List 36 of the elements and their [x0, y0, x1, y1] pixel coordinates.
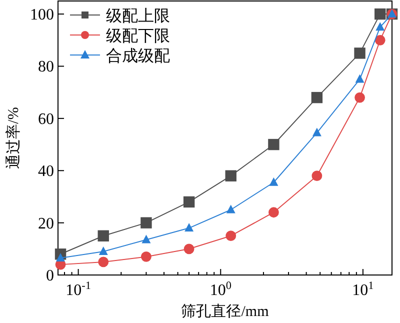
- legend-label: 级配上限: [106, 7, 170, 25]
- point: [142, 234, 151, 244]
- point: [183, 196, 195, 208]
- point: [140, 217, 152, 228]
- point: [354, 92, 365, 103]
- point: [225, 170, 236, 182]
- legend-label: 合成级配: [106, 47, 170, 65]
- point: [98, 256, 109, 268]
- x-axis-title: 筛孔直径/mm: [181, 303, 270, 320]
- x-tick-label: 10$^{-1}$: [66, 280, 91, 299]
- point: [184, 223, 194, 232]
- y-axis-title: 通过率/%: [5, 107, 22, 169]
- point: [141, 252, 152, 262]
- y-tick-label: 100: [30, 6, 54, 24]
- point: [354, 48, 366, 59]
- x-tick-label: 10$^{0}$: [210, 280, 232, 299]
- y-tick-label: 80: [38, 58, 54, 76]
- point: [269, 177, 278, 186]
- legend-label: 级配下限: [106, 28, 170, 45]
- point: [98, 230, 109, 242]
- y-tick-label: 20: [38, 215, 54, 232]
- point: [98, 246, 108, 256]
- y-tick-label: 0: [46, 268, 54, 284]
- point: [355, 74, 364, 83]
- point: [312, 170, 322, 182]
- y-tick-label: 60: [38, 110, 54, 128]
- point: [226, 230, 236, 242]
- point: [268, 138, 280, 150]
- point: [184, 244, 194, 254]
- point: [311, 92, 323, 104]
- x-tick-label: 10$^{1}$: [352, 280, 374, 299]
- point: [312, 128, 322, 136]
- point: [226, 204, 236, 214]
- y-tick-label: 40: [38, 163, 54, 180]
- point: [56, 253, 66, 262]
- point: [268, 207, 279, 218]
